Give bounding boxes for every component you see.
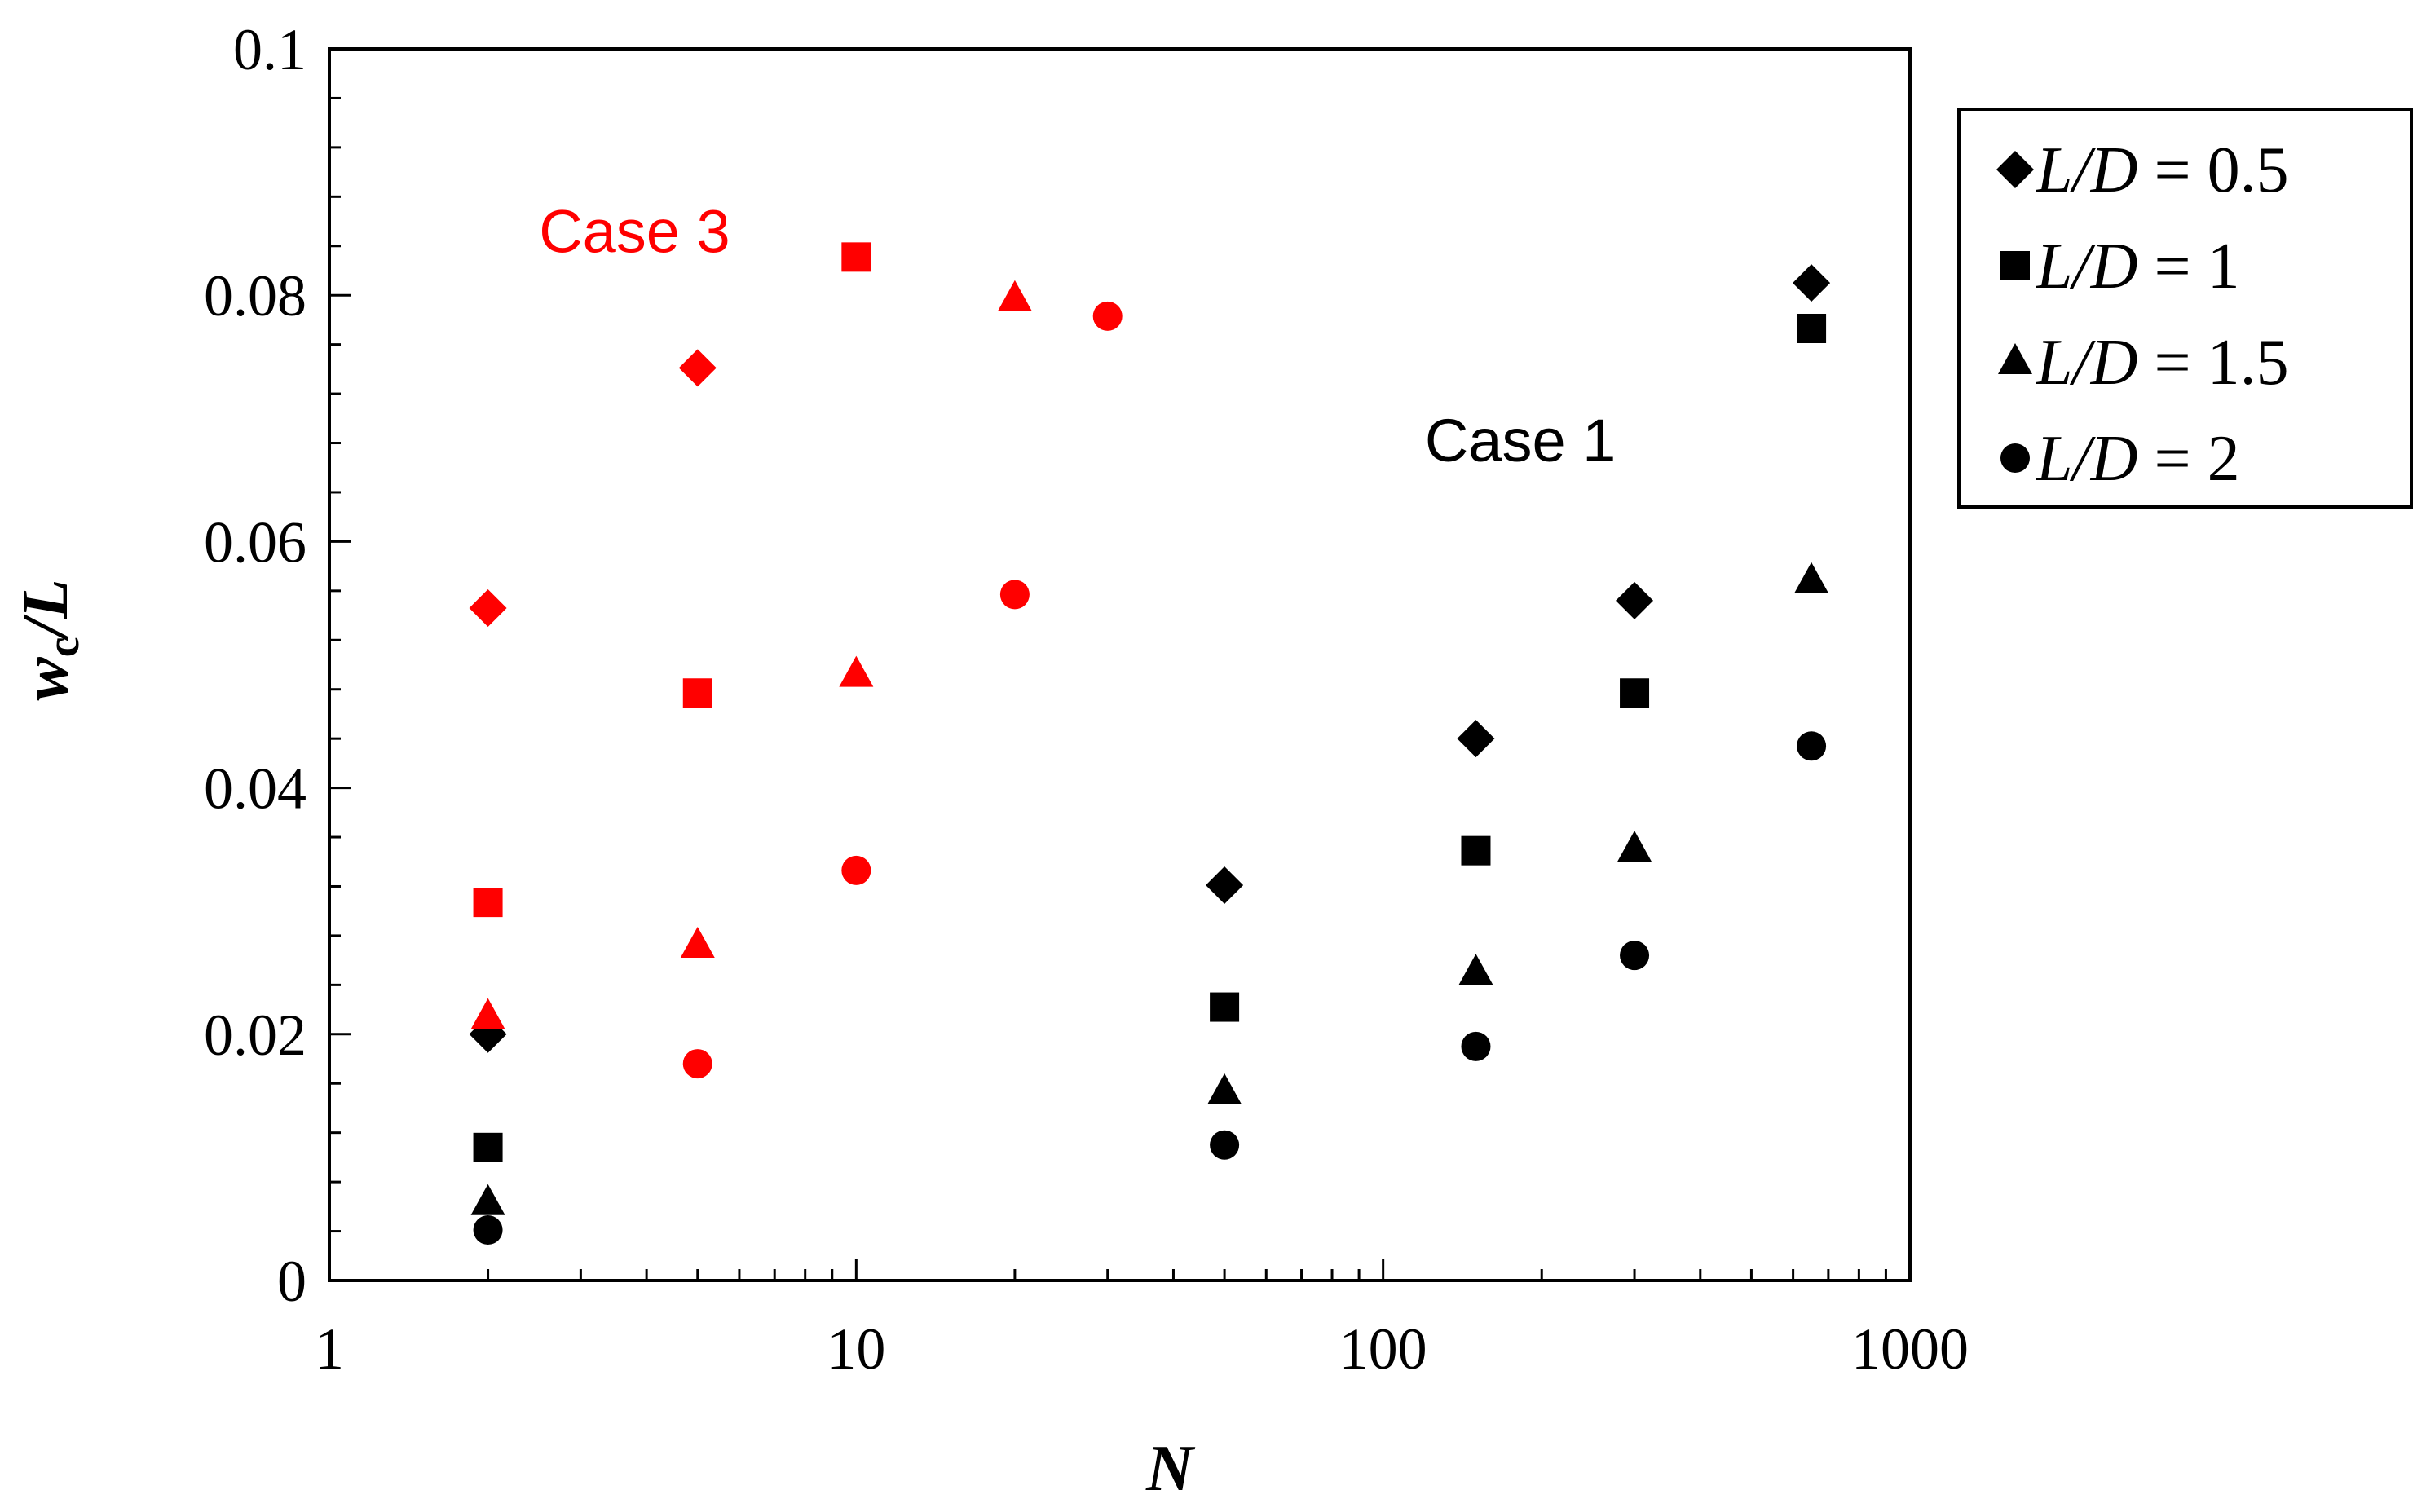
legend-marker-triangle [1998, 343, 2032, 374]
data-point-case-1-circle [1461, 1031, 1491, 1061]
legend-label: L/D = 1 [2036, 231, 2240, 302]
data-point-case-1-circle [1620, 941, 1650, 971]
data-point-case-1-triangle [470, 1184, 505, 1215]
legend-marker-circle [2000, 443, 2030, 473]
y-tick-label: 0.1 [233, 17, 307, 82]
data-point-case-1-triangle [1207, 1073, 1242, 1104]
data-point-case-3-square [682, 678, 712, 708]
x-tick-label: 10 [827, 1316, 885, 1382]
x-axis: 1 10 100 1000 [315, 1259, 1969, 1382]
legend: L/D = 0.5 L/D = 1 L/D = 1.5 L/D = 2 [1957, 108, 2413, 509]
data-point-case-3-circle [682, 1049, 712, 1079]
y-tick-label: 0.04 [204, 756, 307, 822]
legend-label: L/D = 2 [2036, 423, 2240, 495]
data-point-case-1-circle [473, 1215, 503, 1245]
data-point-case-1-square [1620, 678, 1650, 708]
legend-marker-diamond [1996, 151, 2034, 188]
data-point-case-3-circle [999, 580, 1030, 610]
legend-label: L/D = 0.5 [2036, 134, 2289, 206]
data-point-case-3-triangle [997, 280, 1032, 311]
data-point-case-1-circle [1210, 1130, 1240, 1160]
data-point-case-3-diamond [678, 349, 717, 387]
legend-marker-square [2000, 251, 2030, 280]
data-point-case-3-triangle [470, 998, 505, 1029]
data-point-case-1-diamond [1616, 581, 1654, 619]
data-point-case-3-square [841, 242, 871, 272]
y-tick-label: 0.02 [204, 1003, 307, 1068]
markers [469, 242, 1831, 1245]
data-point-case-1-diamond [1793, 264, 1831, 302]
x-tick-label: 1000 [1851, 1316, 1969, 1382]
data-point-case-1-triangle [1794, 562, 1829, 593]
y-axis-title-main: w [10, 657, 82, 701]
legend-label: L/D = 1.5 [2036, 327, 2289, 399]
data-point-case-3-diamond [469, 588, 507, 627]
plot-frame [328, 47, 1912, 1282]
data-point-case-3-triangle [680, 927, 715, 959]
data-point-case-3-triangle [839, 655, 874, 687]
data-point-case-1-diamond [1206, 866, 1244, 904]
y-axis: 0 0.02 0.04 0.06 0.08 0.1 [204, 17, 351, 1314]
data-point-case-3-square [473, 888, 503, 918]
y-tick-label: 0.08 [204, 263, 307, 328]
x-tick-label: 100 [1339, 1316, 1427, 1382]
data-point-case-1-circle [1797, 731, 1827, 761]
data-point-case-1-square [1797, 313, 1827, 343]
y-tick-label: 0 [277, 1249, 307, 1314]
annotations: Case 3 Case 1 [539, 197, 1616, 474]
data-point-case-1-square [473, 1132, 503, 1162]
data-point-case-3-circle [841, 855, 871, 885]
data-point-case-1-triangle [1617, 831, 1652, 862]
data-point-case-3-circle [1092, 301, 1123, 331]
data-point-case-1-triangle [1458, 954, 1493, 985]
data-point-case-1-square [1461, 835, 1491, 866]
y-axis-title: wc/L [10, 579, 89, 700]
y-axis-title-subscript: c [38, 637, 89, 657]
legend-box [1957, 108, 2413, 509]
data-point-case-1-square [1210, 992, 1240, 1022]
x-axis-title: N [1145, 1433, 1196, 1505]
x-tick-label: 1 [315, 1316, 344, 1382]
y-tick-label: 0.06 [204, 509, 307, 575]
annotation-case-1: Case 1 [1425, 407, 1616, 474]
y-axis-title-tail: /L [10, 579, 82, 641]
data-point-case-1-diamond [1457, 720, 1495, 758]
annotation-case-3: Case 3 [539, 197, 730, 265]
plot-area [328, 47, 1912, 1282]
